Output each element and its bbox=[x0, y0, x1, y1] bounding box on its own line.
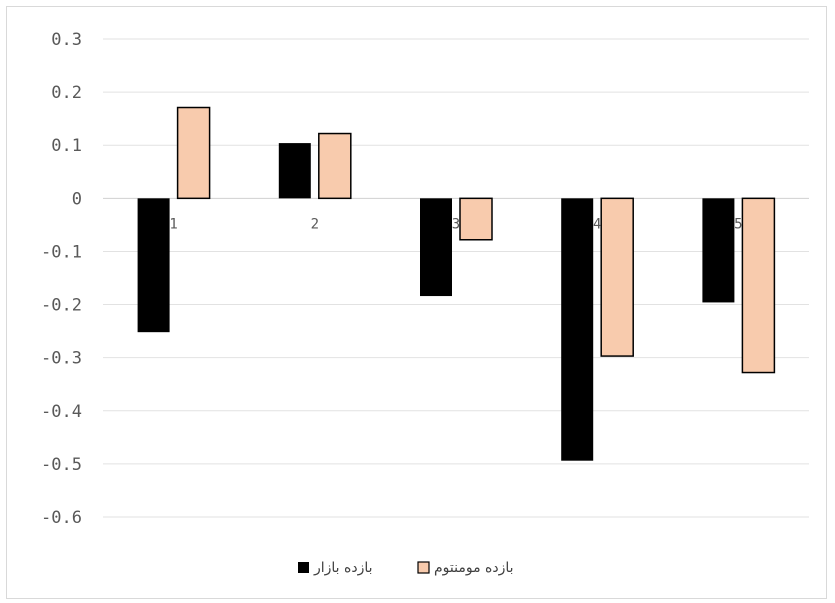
y-tick-label: 0.1 bbox=[51, 136, 82, 156]
y-tick-label: -0.5 bbox=[41, 455, 82, 475]
y-axis-tick-labels: 0.3 0.2 0.1 0 -0.1 -0.2 -0.3 -0.4 -0.5 -0.6 bbox=[41, 30, 82, 528]
x-axis-category-labels: 1 2 3 4 5 bbox=[169, 216, 742, 232]
y-tick-label: -0.3 bbox=[41, 349, 82, 369]
x-category-label: 1 bbox=[169, 216, 177, 232]
bar-momentum-3 bbox=[459, 197, 493, 241]
bar-momentum-4 bbox=[600, 197, 634, 357]
x-category-label: 4 bbox=[593, 216, 601, 232]
gridlines bbox=[103, 38, 809, 518]
y-tick-label: 0.3 bbox=[51, 30, 82, 50]
bar-market-3 bbox=[420, 198, 452, 297]
bar-market-1 bbox=[137, 198, 170, 333]
y-tick-label: -0.1 bbox=[41, 242, 82, 262]
bar-momentum-1 bbox=[176, 106, 211, 200]
legend: بازده بازار بازده مومنتوم bbox=[298, 560, 514, 576]
bar-momentum-5 bbox=[741, 197, 776, 374]
x-category-label: 2 bbox=[311, 216, 319, 232]
bar-market-4 bbox=[561, 198, 594, 461]
bar-momentum-2 bbox=[318, 132, 352, 200]
bar-market-2 bbox=[278, 143, 311, 199]
x-category-label: 3 bbox=[452, 216, 460, 232]
bar-market-5 bbox=[702, 198, 735, 303]
y-tick-label: 0 bbox=[72, 189, 82, 209]
bars bbox=[137, 106, 776, 461]
legend-swatch-momentum bbox=[417, 561, 430, 574]
y-tick-label: -0.2 bbox=[41, 296, 82, 316]
x-category-label: 5 bbox=[734, 216, 742, 232]
legend-label-momentum: بازده مومنتوم bbox=[434, 560, 514, 576]
y-tick-label: -0.6 bbox=[41, 508, 82, 528]
legend-label-market: بازده بازار bbox=[313, 560, 373, 576]
y-tick-label: -0.4 bbox=[41, 402, 82, 422]
y-tick-label: 0.2 bbox=[51, 83, 82, 103]
legend-swatch-market bbox=[298, 562, 309, 573]
